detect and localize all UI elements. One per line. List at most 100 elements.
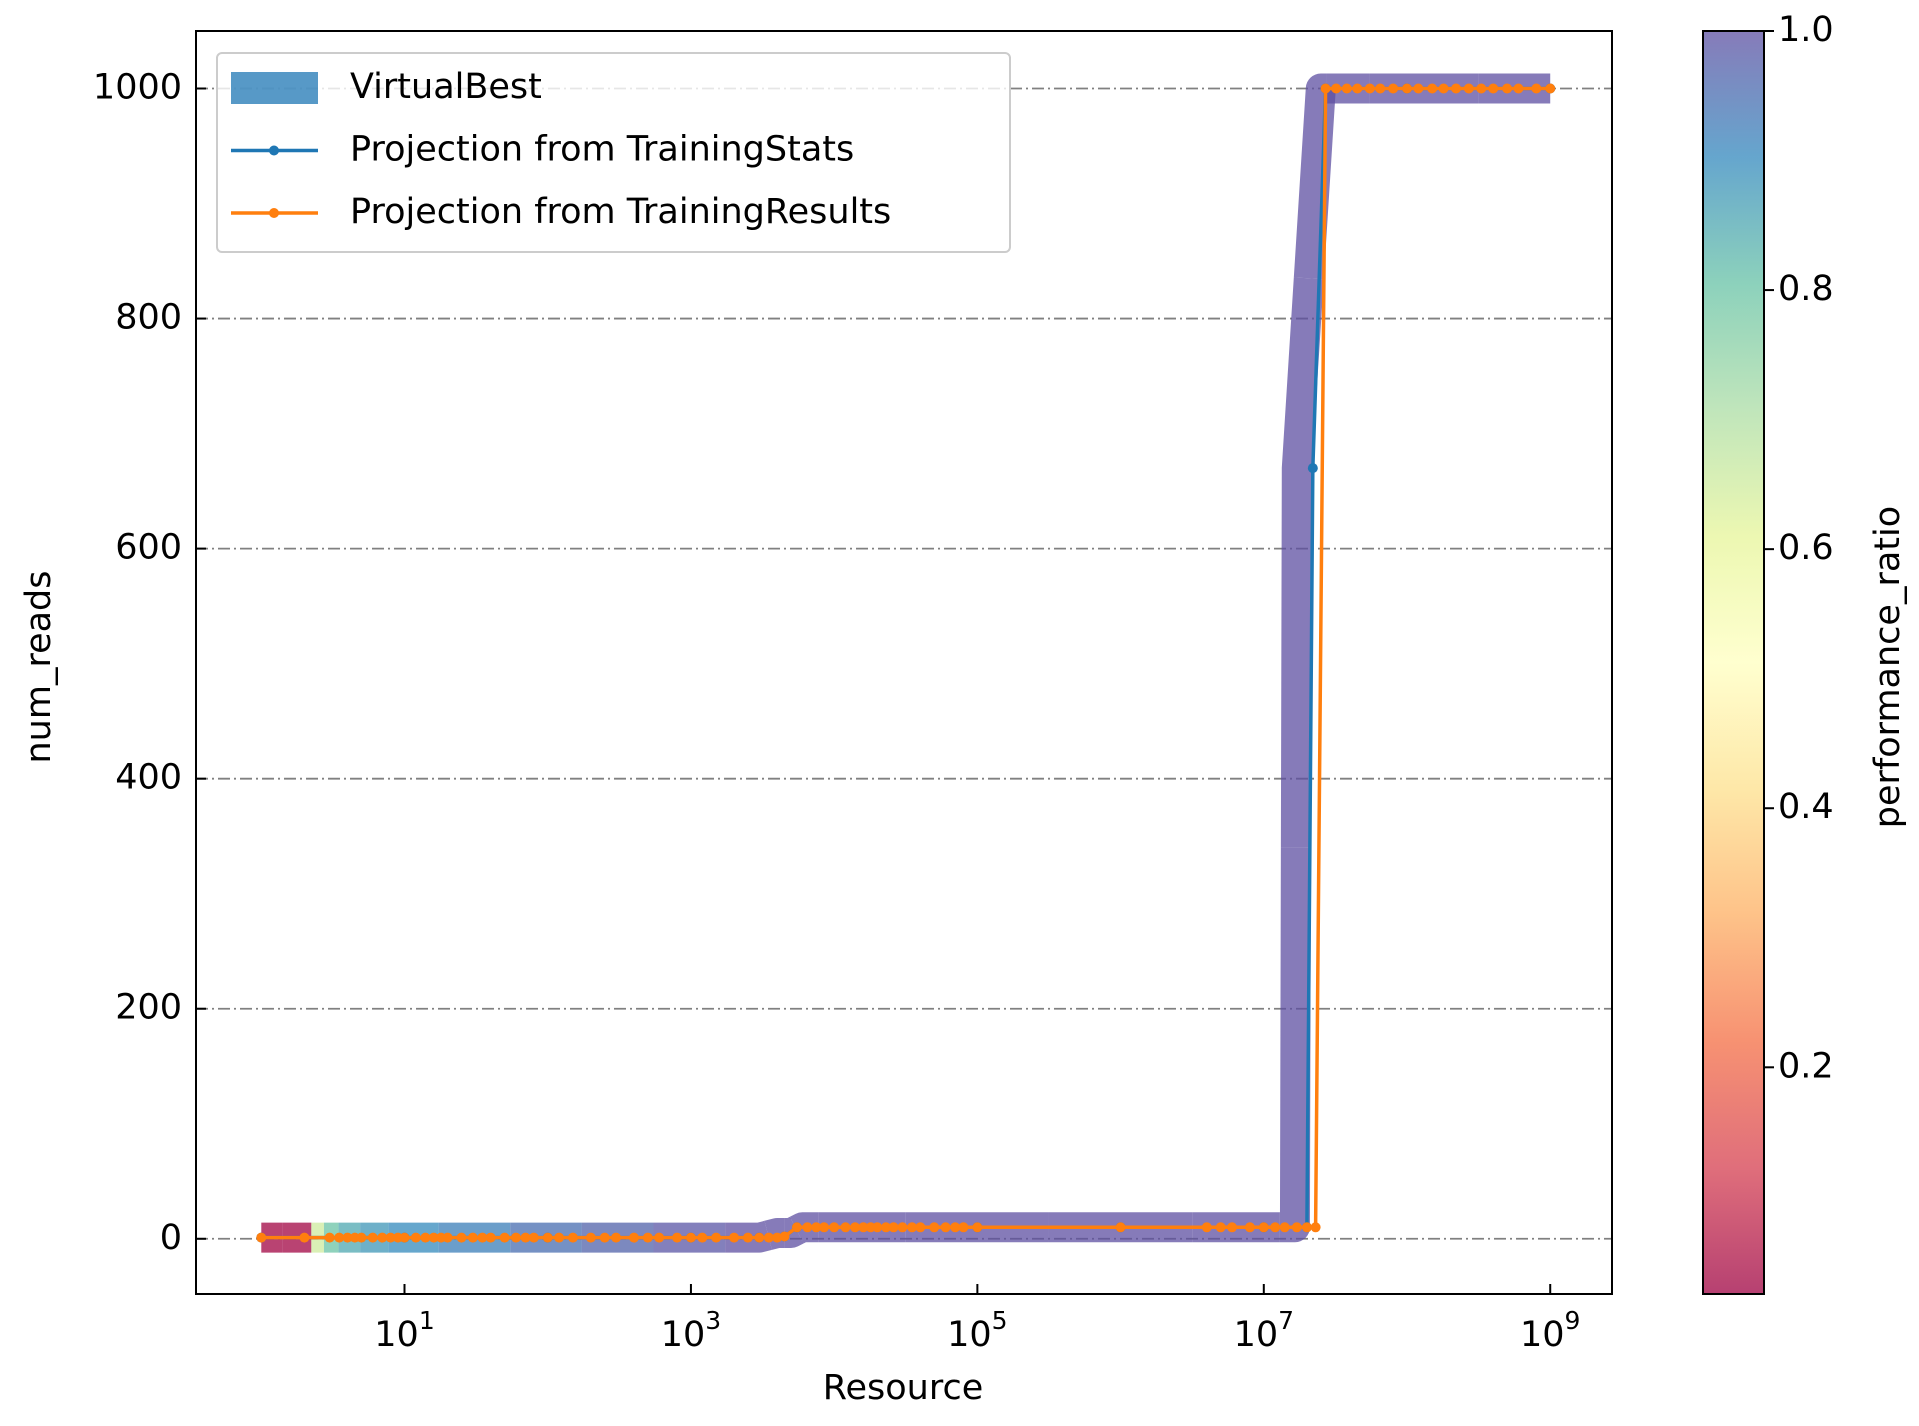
series-marker <box>711 1232 722 1243</box>
series-marker <box>819 1222 830 1233</box>
x-tick-label: 103 <box>661 1306 721 1355</box>
plot-frame <box>195 30 1613 1295</box>
series-marker <box>585 1232 596 1243</box>
series-marker <box>410 1232 421 1243</box>
series-line <box>261 86 1551 1240</box>
series-line <box>261 86 1551 1240</box>
series-marker <box>779 1231 790 1242</box>
series-marker <box>1227 1222 1238 1233</box>
series-marker <box>697 1232 708 1243</box>
series-marker <box>1352 83 1363 94</box>
legend-label: VirtualBest <box>350 67 542 107</box>
series-marker <box>628 1232 639 1243</box>
series-marker <box>1513 83 1524 94</box>
series-marker <box>1488 83 1499 94</box>
series-marker <box>929 1222 940 1233</box>
series-marker <box>915 1222 926 1233</box>
series-marker <box>888 1222 899 1233</box>
colorbar-tick-label: 0.6 <box>1778 528 1834 568</box>
series-marker <box>499 1232 510 1243</box>
series-marker <box>377 1232 388 1243</box>
series-marker <box>520 1232 531 1243</box>
series-marker <box>356 1232 367 1243</box>
plot-area <box>256 73 1556 1253</box>
series-marker <box>1531 83 1542 94</box>
series-marker <box>428 1232 439 1243</box>
series-marker <box>1244 1222 1255 1233</box>
series-marker <box>840 1222 851 1233</box>
x-axis-label: Resource <box>823 1368 984 1408</box>
series-marker <box>467 1232 478 1243</box>
y-axis-label: num_reads <box>19 570 59 763</box>
series-marker <box>802 1222 813 1233</box>
series-marker <box>611 1232 622 1243</box>
series-marker <box>958 1222 969 1233</box>
series-marker <box>1402 83 1413 94</box>
x-tick-label: 109 <box>1520 1306 1580 1355</box>
series-marker <box>811 1222 822 1233</box>
series-marker <box>599 1232 610 1243</box>
virtualbest-segment <box>1279 847 1311 1243</box>
x-tick-label: 107 <box>1234 1306 1294 1355</box>
legend-box <box>216 52 1011 253</box>
x-tick-label: 101 <box>374 1306 434 1355</box>
colorbar-tick-label: 0.4 <box>1778 787 1834 827</box>
series-marker <box>528 1232 539 1243</box>
series-marker <box>510 1232 521 1243</box>
y-tick-label: 600 <box>115 528 182 568</box>
series-marker <box>950 1222 961 1233</box>
series-marker <box>1451 83 1462 94</box>
series-marker <box>1279 1222 1290 1233</box>
series-marker <box>907 1222 918 1233</box>
series-marker <box>1375 83 1386 94</box>
y-tick-label: 200 <box>115 988 182 1028</box>
series-marker <box>763 1232 774 1243</box>
series-marker <box>485 1232 496 1243</box>
series-marker <box>754 1232 765 1243</box>
legend-label: Projection from TrainingStats <box>350 130 854 170</box>
series-marker <box>940 1222 951 1233</box>
series-marker <box>972 1222 983 1233</box>
colorbar <box>1702 30 1765 1295</box>
colorbar-tick-label: 0.8 <box>1778 269 1834 309</box>
series-marker <box>567 1232 578 1243</box>
series-marker <box>399 1232 410 1243</box>
series-marker <box>1463 83 1474 94</box>
series-marker <box>880 1222 891 1233</box>
series-marker <box>542 1232 553 1243</box>
series-marker <box>1364 83 1375 94</box>
series-marker <box>791 1222 802 1233</box>
series-marker <box>299 1232 310 1243</box>
series-marker <box>685 1232 696 1243</box>
series-marker <box>1320 83 1331 94</box>
series-marker <box>1331 83 1342 94</box>
y-tick-label: 1000 <box>93 68 182 108</box>
y-tick-label: 0 <box>160 1218 182 1258</box>
colorbar-tick-label: 0.2 <box>1778 1046 1834 1086</box>
x-tick-label: 105 <box>947 1306 1007 1355</box>
series-marker <box>324 1232 335 1243</box>
series-marker <box>1476 83 1487 94</box>
series-marker <box>1215 1222 1226 1233</box>
series-marker <box>1341 83 1352 94</box>
series-marker <box>1413 83 1424 94</box>
series-marker <box>850 1222 861 1233</box>
series-marker <box>872 1222 883 1233</box>
legend-marker <box>269 208 279 218</box>
series-marker <box>456 1232 467 1243</box>
virtualbest-segment <box>1280 277 1324 848</box>
series-marker <box>642 1232 653 1243</box>
series-marker <box>1115 1222 1126 1233</box>
series-marker <box>654 1232 665 1243</box>
series-marker <box>1201 1222 1212 1233</box>
legend-label: Projection from TrainingResults <box>350 192 891 232</box>
series-marker <box>420 1232 431 1243</box>
series-marker <box>772 1232 783 1243</box>
series-marker <box>1388 83 1399 94</box>
series-marker <box>1502 83 1513 94</box>
series-marker <box>1291 1222 1302 1233</box>
series-marker <box>1438 83 1449 94</box>
series-marker <box>334 1232 345 1243</box>
series-marker <box>1258 1222 1269 1233</box>
y-tick-label: 400 <box>115 758 182 798</box>
